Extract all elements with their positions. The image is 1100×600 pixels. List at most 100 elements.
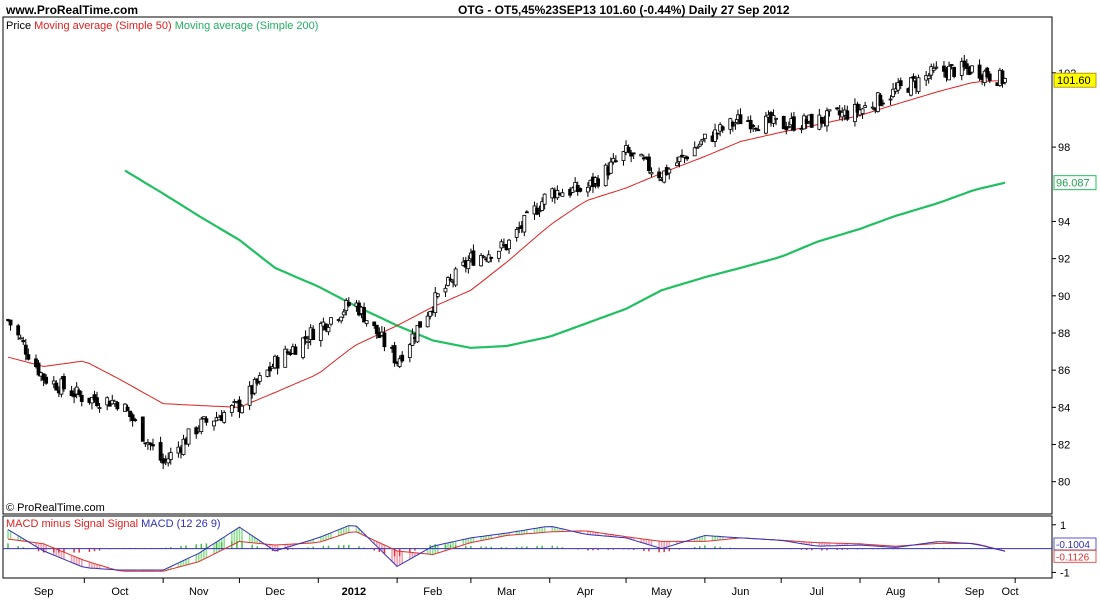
price-bar-body [639,153,644,157]
price-bar-body [985,67,990,78]
price-bar-body [479,255,483,267]
price-bar-body [578,188,583,192]
price-bar [929,63,934,80]
price-bar-body [896,82,901,91]
price-bar-body [433,292,438,313]
legend-macd: MACD (12 26 9) [141,518,221,530]
x-tick-label: Jul [810,586,824,598]
price-bar-body [540,201,545,211]
macd-layer [3,525,1052,572]
y-tick-label: 86 [1058,365,1070,377]
price-bar-body [819,116,824,124]
price-bar-body [881,102,885,105]
price-bar [891,82,895,99]
price-bar [730,120,735,132]
ma200-value-label: 96.087 [1056,178,1090,190]
x-tick-label: Sep [34,586,54,598]
price-bar [751,123,756,133]
price-bar [970,65,974,75]
price-bar-body [929,66,934,76]
price-bar-body [95,397,99,407]
price-bar-body [489,256,494,259]
price-bar [130,412,135,427]
price-bar-body [621,151,626,161]
price-bar-body [268,366,272,372]
x-tick-label: Feb [423,586,442,598]
price-bar-body [364,320,369,325]
price-bar-body [8,319,13,326]
price-bar-body [212,420,216,427]
price-bar [537,205,542,217]
price-bar-body [326,326,331,333]
price-bar [613,155,618,163]
price-bar [863,101,868,108]
price-bar-body [792,116,796,131]
price-bar [496,250,501,263]
price-bar-body [400,354,405,362]
price-bar-body [952,66,957,77]
price-bar [647,153,651,174]
price-bar [257,372,262,385]
price-bar-body [201,416,206,420]
site-url[interactable]: www.ProRealTime.com [6,3,139,17]
price-bar-body [21,340,26,343]
price-bar-body [372,321,377,327]
price-bar-body [382,332,387,348]
price-bar-body [987,73,992,81]
signal-line [7,530,1006,572]
price-bar-body [44,376,49,384]
macd-line [7,525,1006,571]
price-bar-body [115,402,120,410]
price-bar-body [329,317,333,325]
price-bar [392,341,397,367]
price-bar [435,293,440,299]
price-bar [675,156,679,167]
price-bar-body [507,239,511,250]
price-bar [161,453,166,470]
price-bar-body [863,105,868,108]
price-bar-body [283,348,288,368]
macd-value-badge [1053,549,1097,563]
price-bar-body [199,418,204,432]
price-bar [1000,68,1005,88]
price-bar-body [977,64,982,79]
price-bar-body [16,325,21,336]
price-bar [252,377,257,396]
price-bar-body [324,323,328,331]
price-bar [540,197,545,212]
price-bar [522,214,527,237]
price-bar-body [311,328,316,341]
price-bar [285,348,290,355]
price-bar [36,360,41,377]
price-bar [764,111,768,135]
price-bar [542,193,547,210]
price-bar-body [751,125,756,127]
price-bar [781,115,786,130]
price-bar [585,182,590,197]
price-bar [453,266,458,288]
price-bar [265,369,270,378]
price-bar [964,58,969,75]
price-bar-body [148,442,153,445]
price-panel-frame [2,16,1053,515]
price-bar-body [585,186,590,193]
price-bar [95,391,99,408]
price-bar [247,381,252,410]
price-bar [306,335,311,350]
price-bar-body [415,324,420,343]
y-tick-label: 84 [1058,402,1070,414]
price-bar-body [697,143,702,147]
price-bar [713,123,717,148]
price-bar-body [77,390,82,395]
price-legend: Price Moving average (Simple 50) Moving … [6,20,318,32]
price-bar-body [303,336,308,340]
legend-macd-hist: MACD minus Signal [6,518,105,530]
y-tick-label: 82 [1058,440,1070,452]
price-bar [79,390,84,407]
price-bar [825,107,829,132]
price-bar-body [125,406,130,411]
price-bar [489,256,494,263]
price-bar [853,98,857,127]
price-bar-body [786,126,791,128]
price-bar-body [374,324,379,335]
